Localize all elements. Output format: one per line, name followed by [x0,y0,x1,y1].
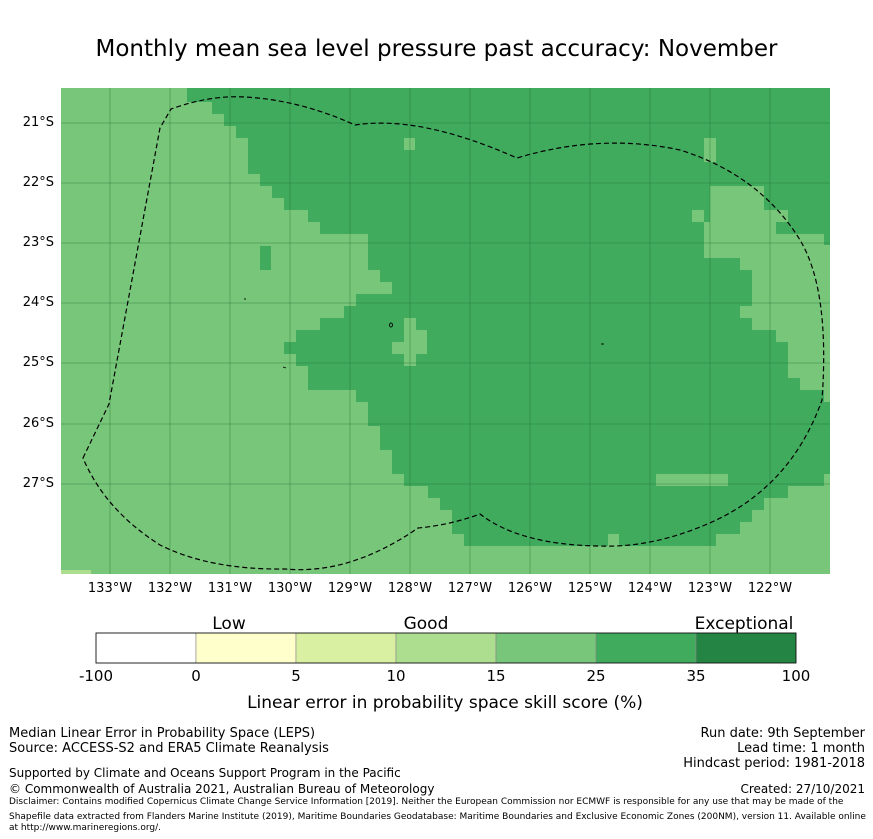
lon-tick-label: 125°W [567,581,613,596]
footer-supported: Supported by Climate and Oceans Support … [9,766,401,780]
colorbar-category-label: Low [212,614,246,634]
skill-map [61,88,830,574]
light-patch [61,570,91,574]
high-skill-region [187,88,830,558]
colorbar-outline [95,632,797,664]
colorbar-segment [695,632,797,664]
lon-tick-label: 133°W [87,581,133,596]
light-patch [416,330,427,354]
colorbar-tick-label: 10 [386,667,406,685]
colorbar-category-label: Good [403,614,449,634]
footer-leps-line: Median Linear Error in Probability Space… [9,726,316,741]
lon-tick-label: 131°W [207,581,253,596]
map-gridlines [61,88,830,574]
lon-tick-label: 127°W [447,581,493,596]
dark-patch [260,246,271,270]
colorbar-tick-label: 15 [486,667,506,685]
lat-tick-label: 23°S [22,235,54,250]
light-patch [404,318,416,366]
colorbar-segment [195,632,297,664]
lon-tick-label: 124°W [627,581,673,596]
colorbar-tick-label: 35 [686,667,706,685]
lat-tick-label: 24°S [22,295,54,310]
page-title: Monthly mean sea level pressure past acc… [95,36,778,62]
footer-disclaimer: Disclaimer: Contains modified Copernicus… [9,797,844,807]
footer-hindcast: Hindcast period: 1981-2018 [683,756,865,771]
colorbar-category-label: Exceptional [694,614,794,634]
lon-tick-label: 123°W [687,581,733,596]
footer-copyright: © Commonwealth of Australia 2021, Austra… [9,782,435,796]
colorbar-tick-label: 5 [291,667,301,685]
lat-tick-label: 22°S [22,175,54,190]
footer-created: Created: 27/10/2021 [740,782,865,796]
lat-tick-label: 25°S [22,355,54,370]
footer-lead-time: Lead time: 1 month [737,741,865,756]
light-patch [464,546,476,558]
lon-tick-label: 128°W [387,581,433,596]
colorbar [95,632,797,664]
footer-shapefile: Shapefile data extracted from Flanders M… [9,812,866,833]
dark-patch [776,222,788,234]
lon-tick-label: 130°W [267,581,313,596]
light-patch [656,474,728,486]
light-patch [608,534,619,546]
islands [244,298,604,369]
colorbar-segment [95,632,197,664]
lon-tick-label: 132°W [147,581,193,596]
colorbar-segment [395,632,497,664]
footer-run-date: Run date: 9th September [700,726,865,741]
lat-tick-label: 21°S [22,115,54,130]
light-patch [404,138,415,150]
lon-tick-label: 122°W [747,581,793,596]
light-patch [692,210,704,222]
light-patch [704,138,716,162]
lon-tick-label: 129°W [327,581,373,596]
colorbar-tick-label: -100 [78,667,114,685]
colorbar-segment [595,632,697,664]
colorbar-tick-label: 25 [586,667,606,685]
colorbar-segment [295,632,397,664]
colorbar-tick-label: 0 [191,667,201,685]
lon-tick-label: 126°W [507,581,553,596]
colorbar-axis-label: Linear error in probability space skill … [247,693,643,713]
footer-source-line: Source: ACCESS-S2 and ERA5 Climate Reana… [9,741,329,756]
colorbar-tick-label: 100 [781,667,811,685]
colorbar-segment [495,632,597,664]
light-patch [392,342,404,354]
lat-tick-label: 27°S [22,476,54,491]
lat-tick-label: 26°S [22,416,54,431]
eez-boundary-line [82,96,825,571]
